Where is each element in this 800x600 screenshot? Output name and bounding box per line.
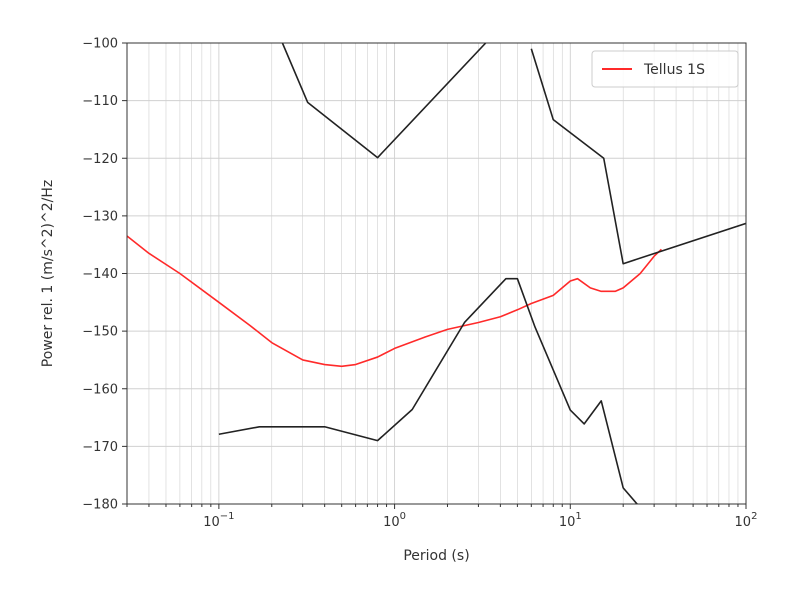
series-layer <box>127 43 746 504</box>
y-tick-label: −150 <box>82 325 118 340</box>
y-tick-label: −130 <box>82 209 118 224</box>
y-tick-label: −140 <box>82 267 118 282</box>
legend-label: Tellus 1S <box>643 62 705 78</box>
y-tick-label: −170 <box>82 440 118 455</box>
y-tick-label: −120 <box>82 152 118 167</box>
y-tick-label: −180 <box>82 498 118 513</box>
x-axis-label: Period (s) <box>403 548 469 564</box>
x-tick-label: 100 <box>383 511 406 530</box>
x-tick-label: 102 <box>735 511 758 530</box>
x-tick-label: 101 <box>559 511 582 530</box>
y-tick-label: −100 <box>82 37 118 52</box>
y-tick-label: −160 <box>82 382 118 397</box>
y-axis-label: Power rel. 1 (m/s^2)^2/Hz <box>40 180 56 367</box>
x-tick-label: 10−1 <box>203 511 234 530</box>
reference-curve-3 <box>218 277 639 504</box>
legend: Tellus 1S <box>591 50 739 88</box>
legend-box <box>591 50 739 88</box>
ticks: 10−1 100 101 102 −100 −110 −120 −130 −140 −150 −16… <box>82 37 757 531</box>
y-tick-label: −110 <box>82 94 118 109</box>
reference-curve-2 <box>530 48 746 265</box>
reference-curve-1 <box>281 43 487 159</box>
